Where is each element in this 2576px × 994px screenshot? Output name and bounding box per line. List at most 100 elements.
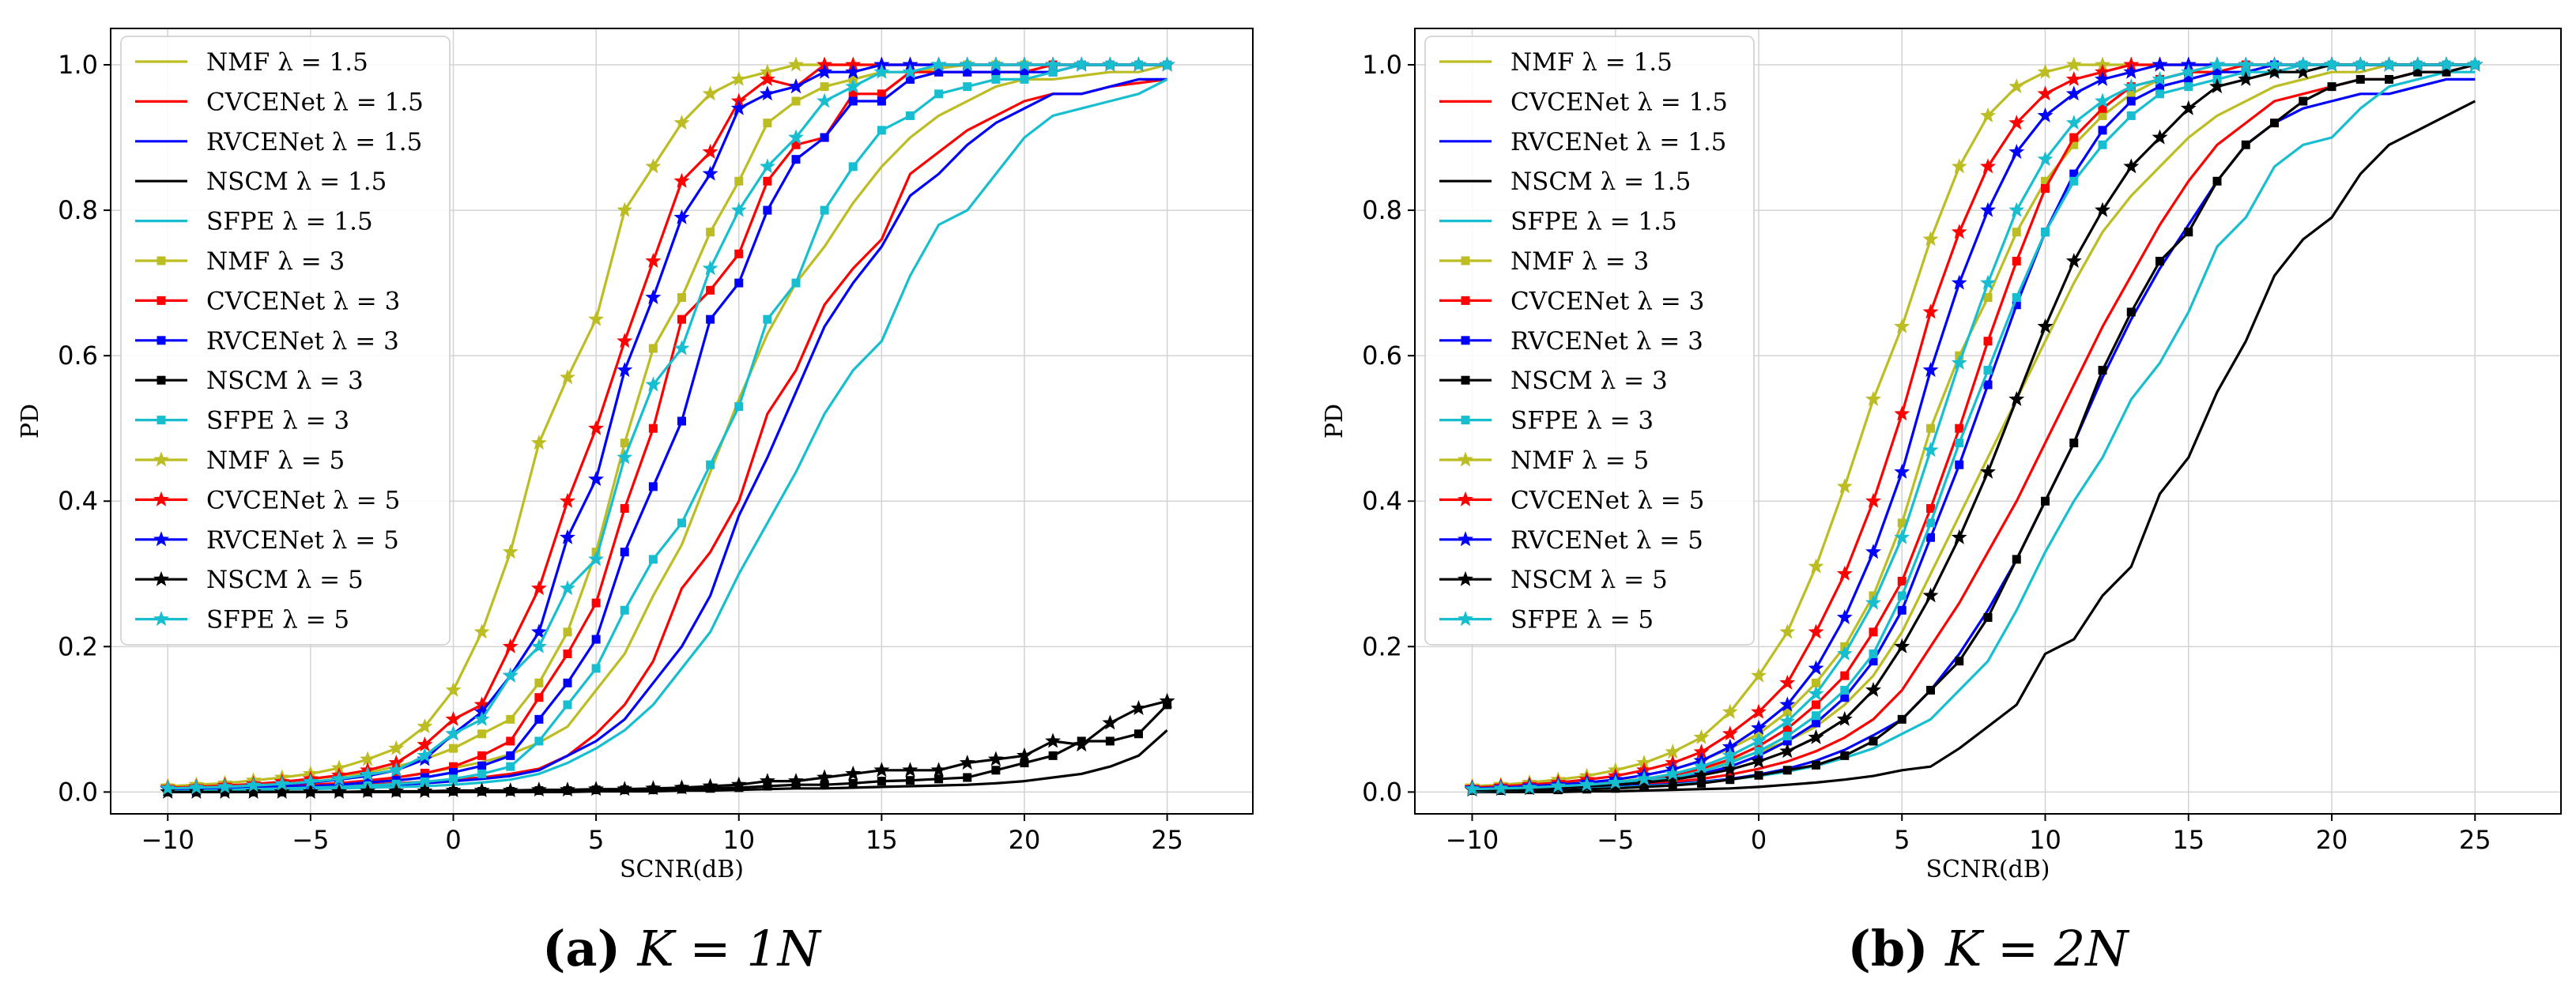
data-point-marker (1782, 736, 1792, 746)
data-point-marker (2065, 70, 2082, 86)
data-point-marker (534, 736, 544, 746)
legend-marker (157, 336, 166, 345)
legend-box (1424, 36, 1755, 646)
data-point-marker (2065, 56, 2082, 72)
data-point-marker (1492, 780, 1509, 796)
data-point-marker (1955, 460, 1964, 469)
data-point-marker (791, 96, 801, 106)
x-axis-label: SCNR(dB) (1925, 856, 2050, 883)
data-point-marker (2041, 228, 2050, 237)
series-line (1472, 63, 2476, 791)
data-point-marker (1722, 747, 1738, 762)
x-tick-label: 10 (722, 825, 755, 855)
data-point-marker (991, 67, 1001, 77)
data-point-marker (1722, 703, 1738, 719)
data-point-marker (2069, 439, 2079, 448)
data-point-marker (2037, 151, 2054, 167)
legend-marker (153, 491, 169, 506)
data-point-marker (788, 129, 804, 145)
data-point-marker (763, 781, 772, 791)
data-point-marker (788, 56, 804, 72)
data-point-marker (1926, 533, 1935, 542)
legend-label: SFPE λ = 3 (206, 407, 349, 435)
data-point-marker (963, 773, 972, 782)
data-point-marker (1865, 390, 1881, 406)
data-point-marker (2069, 133, 2079, 142)
data-point-marker (2152, 70, 2168, 86)
legend-entry: RVCENet λ = 1.5 (1439, 128, 1726, 156)
data-point-marker (617, 362, 633, 378)
data-point-marker (1779, 713, 1796, 729)
data-point-marker (1812, 718, 1820, 728)
data-point-marker (1865, 682, 1881, 697)
legend-label: RVCENet λ = 5 (1511, 526, 1703, 555)
data-point-marker (730, 100, 747, 115)
data-point-marker (1751, 732, 1767, 748)
legend-marker (157, 296, 166, 305)
legend-entry: CVCENet λ = 3 (1439, 287, 1704, 315)
legend-entry: SFPE λ = 5 (1439, 606, 1654, 634)
caption-math: K = 2N (1944, 920, 2130, 977)
data-point-marker (2008, 201, 2025, 217)
data-point-marker (2381, 56, 2397, 72)
data-point-marker (563, 649, 572, 659)
data-point-marker (848, 778, 858, 788)
legend-entry: NSCM λ = 1.5 (135, 168, 387, 196)
legend-label: RVCENet λ = 3 (1511, 327, 1703, 356)
legend-entry: CVCENet λ = 5 (1439, 486, 1704, 514)
data-point-marker (1779, 696, 1796, 712)
y-tick-label: 0.2 (58, 631, 98, 661)
data-point-marker (1922, 442, 1939, 457)
x-tick-label: 5 (588, 825, 604, 855)
data-point-marker (1722, 738, 1738, 754)
data-point-marker (2037, 318, 2054, 333)
data-point-marker (506, 714, 515, 724)
data-point-marker (563, 627, 572, 637)
legend-label: RVCENet λ = 3 (206, 327, 399, 356)
legend-entry: RVCENet λ = 1.5 (135, 128, 422, 156)
data-point-marker (1983, 366, 1993, 375)
legend: NMF λ = 1.5 CVCENet λ = 1.5 RVCENet λ = 1.… (120, 36, 451, 646)
data-point-marker (1926, 518, 1935, 528)
data-point-marker (1951, 529, 1967, 544)
panel-caption: (a) K = 1N (542, 920, 823, 977)
data-point-marker (2180, 63, 2197, 79)
data-point-marker (930, 56, 947, 72)
data-point-marker (791, 278, 801, 288)
data-point-marker (1697, 778, 1706, 788)
data-point-marker (417, 718, 433, 734)
data-point-marker (188, 779, 205, 795)
data-point-marker (817, 63, 833, 79)
series-nscm-none (1472, 100, 2476, 794)
data-point-marker (1693, 729, 1710, 744)
data-point-marker (820, 133, 829, 142)
series-sfpe-none (168, 77, 1168, 793)
legend-marker (1458, 611, 1473, 627)
series-sfpe-star (160, 56, 1175, 796)
data-point-marker (1073, 736, 1090, 752)
data-point-marker (788, 78, 804, 94)
data-point-marker (620, 605, 629, 615)
data-point-marker (1983, 337, 1993, 346)
data-point-marker (1782, 732, 1792, 741)
data-point-marker (2065, 253, 2082, 268)
data-point-marker (959, 755, 975, 770)
data-point-marker (1983, 613, 1993, 622)
data-point-marker (2098, 126, 2107, 135)
legend-label: NSCM λ = 3 (1511, 367, 1668, 395)
data-point-marker (759, 158, 775, 174)
data-point-marker (502, 638, 519, 653)
legend-marker (1461, 296, 1470, 305)
data-point-marker (2123, 158, 2140, 174)
data-point-marker (763, 119, 772, 128)
data-point-marker (2238, 56, 2254, 72)
data-point-marker (1808, 660, 1824, 676)
data-point-marker (677, 314, 686, 324)
data-point-marker (445, 782, 462, 797)
y-tick-label: 0.4 (1362, 486, 1402, 516)
data-point-marker (934, 67, 944, 77)
data-point-marker (1980, 201, 1996, 217)
legend-marker (153, 570, 169, 586)
data-point-marker (534, 678, 544, 687)
data-point-marker (763, 314, 772, 324)
